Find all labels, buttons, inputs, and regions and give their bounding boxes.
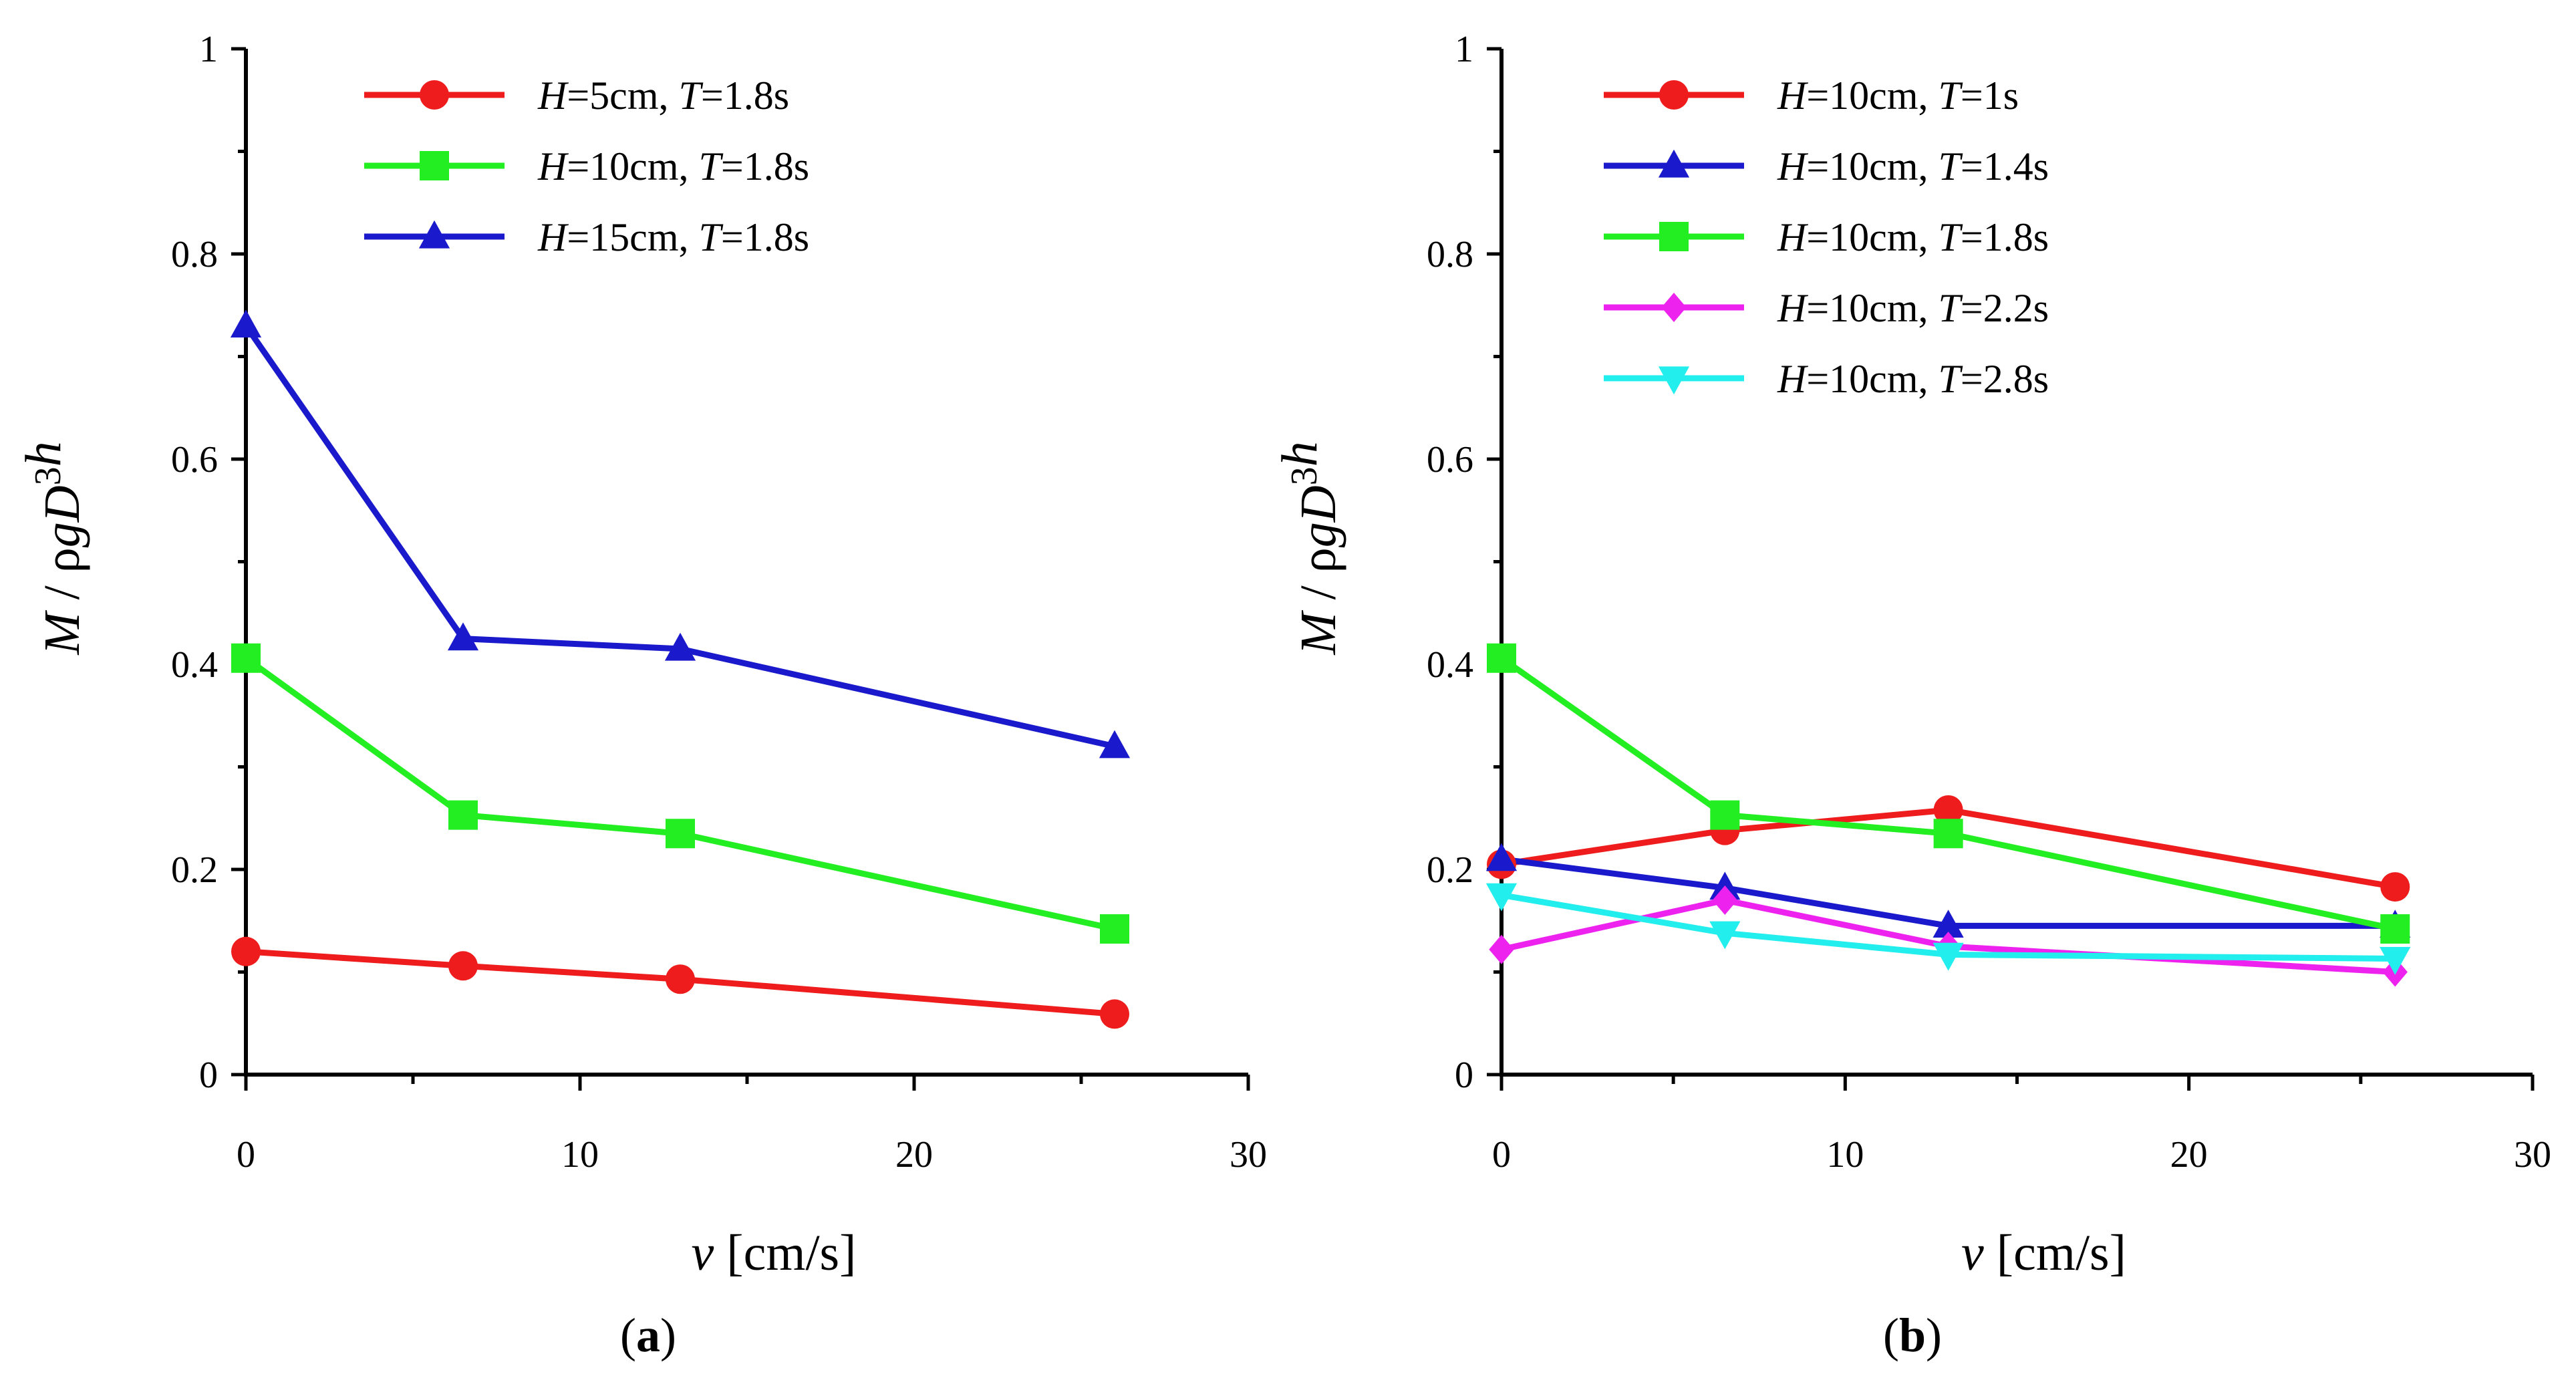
panel-a-series-0-point: [231, 936, 261, 966]
panel-a-x-axis-label: v [cm/s]: [692, 1225, 857, 1281]
panel-a-series-2-point: [1099, 730, 1131, 759]
panel-b-series-line-1: [1501, 856, 2396, 929]
panel-b-legend-entry-3: H=10cm, T=2.2s: [1777, 286, 2049, 330]
panel-b-series-2-point: [1933, 819, 1963, 849]
panel-a-series-1-point: [231, 643, 261, 673]
panel-b-series-line-0: [1501, 807, 2396, 890]
panel-a-y-axis-label: M / ρgD3h: [15, 441, 90, 655]
panel-b-series-2-point: [1710, 800, 1740, 830]
panel-b-series-2-point: [1487, 643, 1516, 673]
panel-b-legend-marker-2: [1659, 222, 1689, 251]
panel-a-series-1-point: [666, 819, 695, 849]
panel-a-legend-marker-1: [420, 151, 449, 180]
panel-a-series-line-2: [243, 323, 1115, 750]
panel-b-series-2-point: [2380, 914, 2410, 944]
panel-a-legend-marker-0: [420, 80, 449, 110]
panel-a-chart: 00.20.40.60.810 10 20 30v [cm/s]M / ρgD3hH=…: [15, 29, 1267, 1362]
panel-b-legend-entry-0: H=10cm, T=1s: [1777, 74, 2019, 118]
panel-b-series-line-4: [1501, 891, 2396, 962]
panel-b-series-4-point: [2380, 946, 2411, 975]
panel-a-series-0-point: [666, 964, 695, 994]
panel-a-series-2-point: [447, 622, 479, 651]
panel-b-legend-marker-4: [1658, 366, 1690, 395]
panel-b-label: (b): [1883, 1309, 1942, 1362]
panel-a-series-1-point: [1100, 914, 1129, 944]
panel-a-legend-entry-1: H=10cm, T=1.8s: [537, 144, 809, 188]
panel-b-series-0-point: [1933, 795, 1963, 825]
panel-b-legend-entry-1: H=10cm, T=1.4s: [1777, 144, 2049, 188]
panel-a-x-tick-label: 20: [895, 1134, 933, 1176]
panel-b-series-1-point: [1485, 843, 1518, 871]
panel-a-y-tick-label: 0.4: [171, 644, 218, 686]
panel-b-chart: 00.20.40.60.810 10 20 30v [cm/s]M / ρgD3hH=…: [1272, 29, 2551, 1362]
panel-b-series-4-point: [1933, 942, 1964, 971]
panel-a-series-0-point: [1100, 999, 1129, 1029]
panel-a-series-line-1: [244, 656, 1115, 932]
panel-b-legend-marker-0: [1659, 80, 1689, 110]
panel-b-legend-marker-1: [1658, 149, 1690, 178]
panel-a-series-line-0: [245, 948, 1115, 1017]
panel-a-label: (a): [620, 1309, 676, 1362]
panel-b-series-line-2: [1499, 656, 2396, 932]
panel-a-series-2-point: [230, 309, 262, 338]
panel-b-x-tick-label: 20: [2170, 1134, 2208, 1176]
panel-b-legend-marker-3: [1661, 293, 1687, 322]
panel-a-x-tick-label: 30: [1230, 1134, 1267, 1176]
panel-b-legend-entry-4: H=10cm, T=2.8s: [1777, 357, 2049, 401]
panel-b-legend-entry-2: H=10cm, T=1.8s: [1777, 215, 2049, 259]
panel-a-y-tick-label: 0.8: [171, 234, 218, 275]
panel-a-series-1-point: [448, 800, 478, 830]
panel-b-y-tick-label: 0.4: [1427, 644, 1473, 686]
panel-a-x-tick-label: 10: [561, 1134, 599, 1176]
panel-b-series-0-point: [2380, 872, 2410, 902]
panel-a-y-tick-label: 0.6: [171, 439, 218, 480]
panel-a-y-tick-label: 0.2: [171, 849, 218, 891]
panel-b-series-3-point: [1712, 885, 1738, 916]
panel-b-x-tick-label: 30: [2514, 1134, 2551, 1176]
panel-b-series-4-point: [1709, 921, 1741, 950]
panel-a-legend-marker-2: [418, 220, 450, 249]
panel-b-y-tick-label: 0.2: [1427, 849, 1473, 891]
panel-a-y-tick-label: 0: [199, 1055, 218, 1096]
panel-b-x-tick-label: 0: [1492, 1134, 1511, 1176]
panel-b-x-axis-label: v [cm/s]: [1961, 1225, 2126, 1281]
panel-b-y-tick-label: 0.8: [1427, 234, 1473, 275]
panel-b-y-tick-label: 0.6: [1427, 439, 1473, 480]
panel-a-legend-entry-0: H=5cm, T=1.8s: [537, 74, 789, 118]
panel-b-series-4-point: [1485, 883, 1518, 912]
panel-b-series-3-point: [1489, 934, 1514, 964]
panel-b-y-tick-label: 0: [1455, 1055, 1473, 1096]
panel-b-y-axis-label: M / ρgD3h: [1272, 441, 1346, 655]
panel-a-y-tick-label: 1: [199, 29, 218, 70]
panel-a-legend-entry-2: H=15cm, T=1.8s: [537, 215, 809, 259]
panel-b-series-1-point: [1933, 910, 1964, 938]
panel-b-y-tick-label: 1: [1455, 29, 1473, 70]
panel-a-x-tick-label: 0: [237, 1134, 255, 1176]
panel-a-series-2-point: [664, 632, 696, 661]
panel-b-x-tick-label: 10: [1826, 1134, 1864, 1176]
panel-a-series-0-point: [448, 951, 478, 981]
